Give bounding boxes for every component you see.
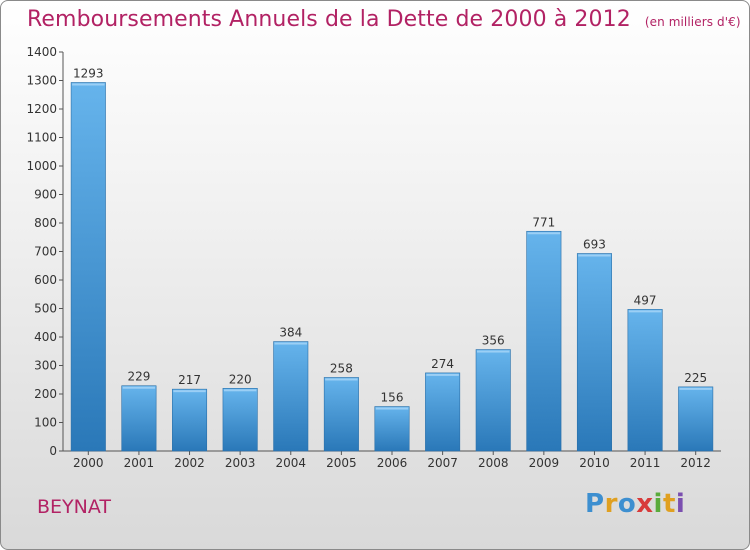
bar-highlight-2000 (72, 83, 105, 86)
commune-name: BEYNAT (37, 496, 111, 518)
bar-2007 (425, 372, 461, 452)
bar-2001 (121, 385, 157, 452)
bar-highlight-2001 (122, 386, 156, 389)
y-tick-label: 600 (34, 273, 57, 287)
x-tick-label-2009: 2009 (529, 456, 560, 470)
y-tick-label: 400 (34, 330, 57, 344)
y-tick-label: 500 (34, 302, 57, 316)
bar-2010 (576, 253, 612, 452)
y-tick-label: 1400 (26, 45, 57, 59)
value-label-2003: 220 (229, 372, 252, 386)
x-tick-label-2006: 2006 (377, 456, 408, 470)
x-tick-label-2010: 2010 (579, 456, 610, 470)
value-label-2002: 217 (178, 373, 201, 387)
logo-letter: r (604, 489, 618, 519)
y-tick-label: 300 (34, 359, 57, 373)
logo-letter: o (617, 489, 637, 519)
x-tick-label-2005: 2005 (326, 456, 357, 470)
proxiti-logo: Proxiti (585, 489, 685, 519)
logo-letter: P (585, 489, 605, 519)
x-tick-label-2012: 2012 (680, 456, 711, 470)
value-label-2001: 229 (127, 370, 150, 384)
bar-2000 (70, 82, 106, 452)
value-label-2007: 274 (431, 357, 454, 371)
value-label-2000: 1293 (73, 66, 104, 80)
bar-2009 (526, 230, 562, 452)
bar-highlight-2005 (325, 378, 358, 381)
logo-letter: i (675, 489, 686, 519)
logo-letter: t (662, 489, 676, 519)
x-tick-label-2002: 2002 (174, 456, 205, 470)
bar-highlight-2009 (527, 232, 561, 235)
value-label-2006: 156 (381, 391, 404, 405)
bar-highlight-2011 (628, 310, 662, 313)
y-tick-label: 200 (34, 387, 57, 401)
value-label-2012: 225 (684, 371, 707, 385)
bar-2006 (374, 406, 410, 452)
bar-2012 (678, 386, 714, 452)
axes: 0 100 200 300 400 500 600 700 800 900 1000 1100 1200… (26, 45, 721, 458)
bar-highlight-2002 (173, 390, 206, 393)
chart-title: Remboursements Annuels de la Dette de 20… (27, 7, 741, 32)
bar-highlight-2003 (223, 389, 257, 392)
value-label-2005: 258 (330, 361, 353, 375)
chart-title-text: Remboursements Annuels de la Dette de 20… (27, 7, 631, 32)
logo-letter: i (653, 489, 663, 519)
value-label-2011: 497 (634, 293, 657, 307)
x-tick-label-2004: 2004 (275, 456, 306, 470)
y-tick-label: 1000 (26, 159, 57, 173)
unit-note: (en milliers d'€) (644, 15, 741, 29)
bar-highlight-2007 (426, 373, 459, 376)
x-tick-label-2000: 2000 (73, 456, 104, 470)
y-tick-label: 1200 (26, 102, 57, 116)
bar-2004 (273, 341, 309, 452)
bar-2005 (323, 377, 359, 452)
x-tick-label-2008: 2008 (478, 456, 509, 470)
bars (70, 82, 714, 452)
bar-2003 (222, 387, 258, 452)
y-tick-label: 900 (34, 188, 57, 202)
x-tick-label-2011: 2011 (630, 456, 661, 470)
x-tick-label-2001: 2001 (124, 456, 155, 470)
bar-highlight-2012 (679, 387, 712, 390)
value-labels: 1293 2000 229 2001 217 2002 220 2003 384 2004 258 2… (73, 66, 711, 470)
y-tick-label: 100 (34, 416, 57, 430)
value-label-2010: 693 (583, 237, 606, 251)
bar-highlight-2008 (477, 350, 510, 353)
x-tick-label-2003: 2003 (225, 456, 256, 470)
bar-highlight-2006 (375, 407, 409, 410)
value-label-2008: 356 (482, 334, 505, 348)
bar-2011 (627, 309, 663, 452)
x-tick-label-2007: 2007 (427, 456, 458, 470)
y-tick-label: 700 (34, 245, 57, 259)
bar-highlight-2004 (274, 342, 307, 345)
value-label-2004: 384 (279, 326, 302, 340)
value-label-2009: 771 (532, 215, 555, 229)
y-tick-label: 1100 (26, 131, 57, 145)
bar-2008 (475, 349, 511, 452)
bar-2002 (172, 388, 208, 452)
bar-highlight-2010 (578, 254, 611, 257)
y-tick-label: 0 (49, 444, 57, 458)
y-tick-label: 1300 (26, 74, 57, 88)
y-tick-label: 800 (34, 216, 57, 230)
logo-letter: x (636, 489, 654, 519)
